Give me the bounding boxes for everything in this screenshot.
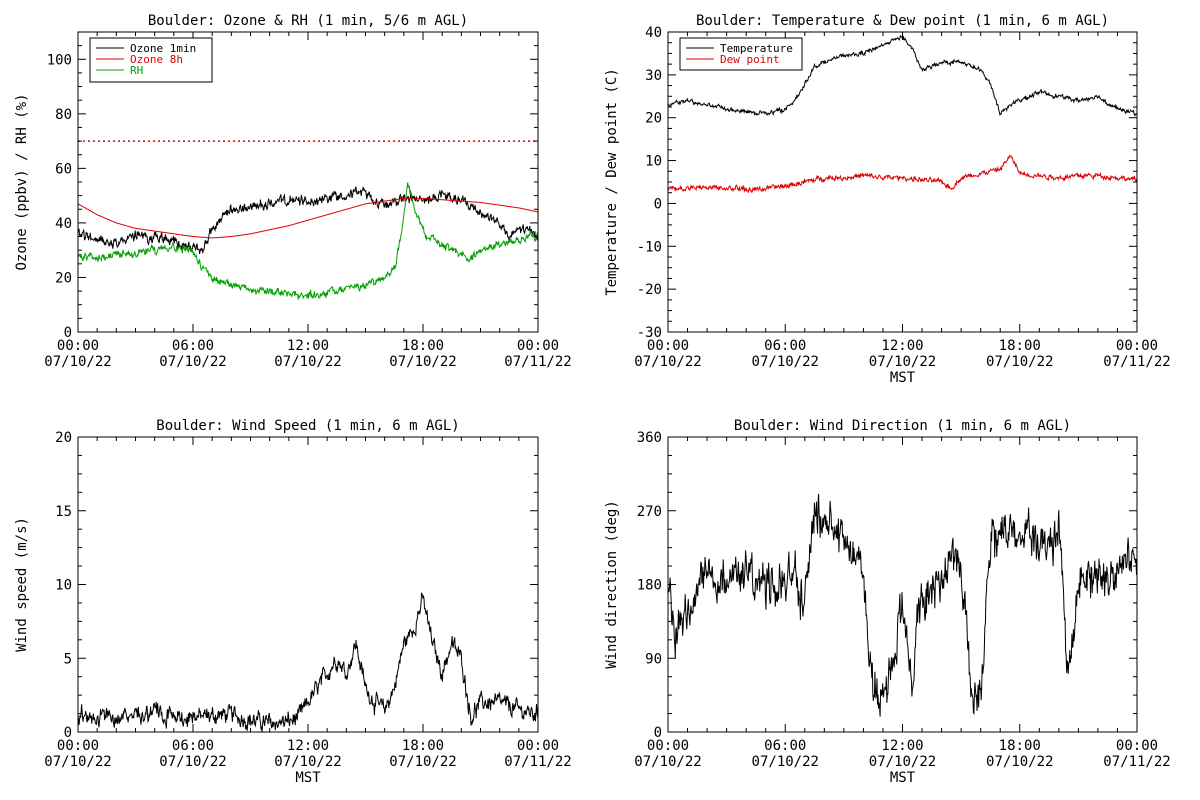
legend-entry: Dew point bbox=[720, 53, 780, 66]
series-line-ozone-8h bbox=[77, 197, 539, 239]
x-axis-label: MST bbox=[295, 770, 321, 786]
legend-entry: Ozone 1min bbox=[130, 42, 196, 55]
x-tick-label-date: 07/10/22 bbox=[752, 754, 819, 770]
x-tick-label-time: 12:00 bbox=[287, 338, 329, 354]
x-tick-label-date: 07/10/22 bbox=[159, 754, 226, 770]
y-tick-label: 0 bbox=[64, 325, 72, 341]
y-tick-label: -10 bbox=[637, 239, 662, 255]
y-tick-label: -20 bbox=[637, 282, 662, 298]
legend-box bbox=[89, 37, 213, 83]
plot-frame bbox=[667, 31, 1138, 333]
x-tick-label-time: 06:00 bbox=[764, 738, 806, 754]
x-tick-label-time: 18:00 bbox=[999, 338, 1041, 354]
y-tick-label: 0 bbox=[64, 725, 72, 741]
plot-frame bbox=[667, 436, 1138, 733]
x-tick-label-date: 07/10/22 bbox=[274, 754, 341, 770]
chart-panel-3: Boulder: Wind Speed (1 min, 6 m AGL) 0 5 10… bbox=[14, 418, 572, 786]
x-tick-label-time: 12:00 bbox=[881, 738, 923, 754]
plot-frame bbox=[77, 436, 539, 733]
x-tick-label-date: 07/10/22 bbox=[389, 354, 456, 370]
x-tick-label-date: 07/10/22 bbox=[869, 354, 936, 370]
y-tick-label: 30 bbox=[645, 68, 662, 84]
y-tick-label: 0 bbox=[654, 725, 662, 741]
y-tick-label: 270 bbox=[637, 504, 662, 520]
chart-title: Boulder: Wind Speed (1 min, 6 m AGL) bbox=[156, 418, 459, 434]
y-tick-label: 15 bbox=[55, 504, 72, 520]
legend-entry: RH bbox=[130, 64, 143, 77]
x-tick-label-date: 07/11/22 bbox=[1103, 354, 1170, 370]
x-tick-label-time: 06:00 bbox=[172, 338, 214, 354]
x-tick-label-date: 07/11/22 bbox=[504, 754, 571, 770]
x-tick-label-time: 00:00 bbox=[57, 738, 99, 754]
chart-panel-2: Boulder: Temperature & Dew point (1 min,… bbox=[604, 13, 1171, 386]
x-tick-label-date: 07/10/22 bbox=[159, 354, 226, 370]
y-tick-label: 0 bbox=[654, 196, 662, 212]
y-tick-label: 5 bbox=[64, 651, 72, 667]
legend-entry: Ozone 8h bbox=[130, 53, 183, 66]
x-tick-label-time: 00:00 bbox=[647, 338, 689, 354]
y-tick-label: 40 bbox=[55, 216, 72, 232]
y-tick-label: 180 bbox=[637, 578, 662, 594]
y-axis-label: Wind speed (m/s) bbox=[14, 517, 30, 652]
x-axis-label: MST bbox=[890, 770, 916, 786]
x-tick-label-date: 07/11/22 bbox=[1103, 754, 1170, 770]
x-tick-label-time: 00:00 bbox=[1116, 338, 1158, 354]
x-tick-label-date: 07/10/22 bbox=[752, 354, 819, 370]
series-line-dew-point bbox=[667, 154, 1138, 194]
x-tick-label-time: 00:00 bbox=[647, 738, 689, 754]
x-tick-label-date: 07/10/22 bbox=[986, 754, 1053, 770]
series-line-rh bbox=[77, 182, 539, 300]
y-tick-label: 60 bbox=[55, 161, 72, 177]
x-tick-label-date: 07/10/22 bbox=[986, 354, 1053, 370]
x-tick-label-date: 07/10/22 bbox=[274, 354, 341, 370]
y-tick-label: 90 bbox=[645, 651, 662, 667]
x-tick-label-time: 18:00 bbox=[999, 738, 1041, 754]
y-axis-label: Ozone (ppbv) / RH (%) bbox=[14, 93, 30, 270]
x-tick-label-time: 18:00 bbox=[402, 738, 444, 754]
chart-panel-1: Boulder: Ozone & RH (1 min, 5/6 m AGL) 0 2… bbox=[14, 13, 572, 370]
x-tick-label-time: 00:00 bbox=[57, 338, 99, 354]
legend-box bbox=[679, 37, 803, 71]
chart-title: Boulder: Temperature & Dew point (1 min,… bbox=[696, 13, 1109, 29]
y-tick-label: 10 bbox=[645, 154, 662, 170]
y-axis-label: Wind direction (deg) bbox=[604, 500, 620, 669]
y-tick-label: 20 bbox=[55, 270, 72, 286]
x-tick-label-time: 06:00 bbox=[172, 738, 214, 754]
y-axis-label: Temperature / Dew point (C) bbox=[604, 68, 620, 296]
y-tick-label: 10 bbox=[55, 578, 72, 594]
y-tick-label: -30 bbox=[637, 325, 662, 341]
x-tick-label-date: 07/10/22 bbox=[44, 754, 111, 770]
chart-title: Boulder: Wind Direction (1 min, 6 m AGL) bbox=[734, 418, 1071, 434]
series-line-1 bbox=[667, 493, 1138, 717]
y-tick-label: 20 bbox=[645, 111, 662, 127]
x-tick-label-date: 07/10/22 bbox=[389, 754, 456, 770]
legend-entry: Temperature bbox=[720, 42, 793, 55]
x-tick-label-date: 07/10/22 bbox=[869, 754, 936, 770]
x-tick-label-time: 12:00 bbox=[287, 738, 329, 754]
y-tick-label: 40 bbox=[645, 25, 662, 41]
x-tick-label-time: 12:00 bbox=[881, 338, 923, 354]
x-tick-label-time: 18:00 bbox=[402, 338, 444, 354]
y-tick-label: 360 bbox=[637, 430, 662, 446]
x-tick-label-date: 07/10/22 bbox=[634, 354, 701, 370]
y-tick-label: 20 bbox=[55, 430, 72, 446]
y-tick-label: 100 bbox=[47, 52, 72, 68]
x-tick-label-date: 07/10/22 bbox=[44, 354, 111, 370]
x-tick-label-time: 06:00 bbox=[764, 338, 806, 354]
x-tick-label-time: 00:00 bbox=[517, 338, 559, 354]
x-tick-label-date: 07/11/22 bbox=[504, 354, 571, 370]
series-line-1 bbox=[77, 592, 539, 733]
chart-title: Boulder: Ozone & RH (1 min, 5/6 m AGL) bbox=[148, 13, 468, 29]
y-tick-label: 80 bbox=[55, 107, 72, 123]
x-axis-label: MST bbox=[890, 370, 916, 386]
x-tick-label-time: 00:00 bbox=[1116, 738, 1158, 754]
x-tick-label-time: 00:00 bbox=[517, 738, 559, 754]
chart-panel-4: Boulder: Wind Direction (1 min, 6 m AGL)… bbox=[604, 418, 1171, 786]
x-tick-label-date: 07/10/22 bbox=[634, 754, 701, 770]
